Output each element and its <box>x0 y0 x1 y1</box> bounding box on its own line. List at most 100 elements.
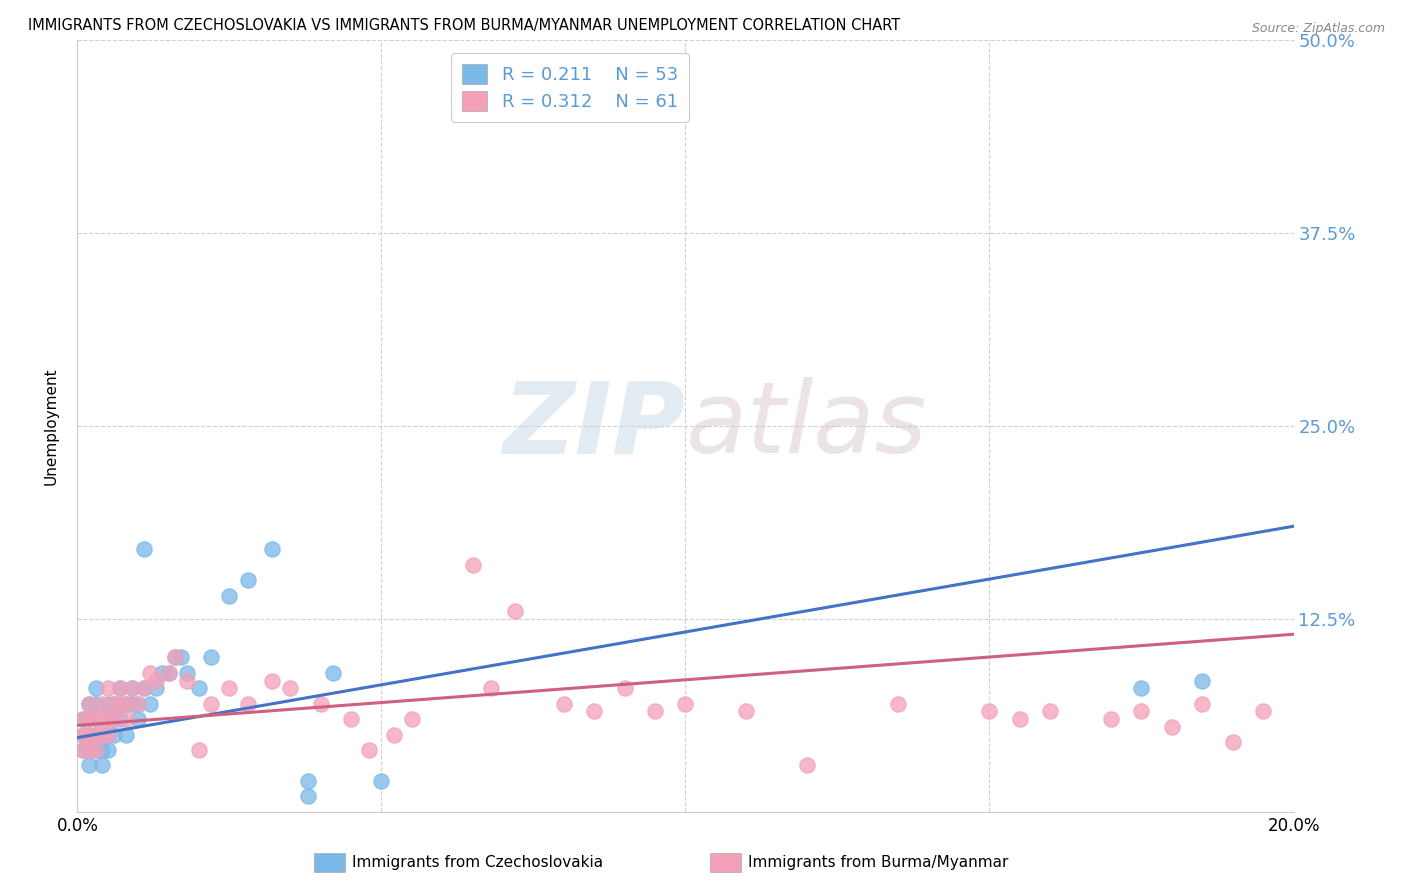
Point <box>1039 705 1062 719</box>
Point <box>644 705 666 719</box>
Point <box>84 712 107 726</box>
Point <box>97 697 120 711</box>
Point <box>188 743 211 757</box>
Point <box>127 712 149 726</box>
Point <box>115 697 138 711</box>
Point <box>108 712 131 726</box>
Point <box>1161 720 1184 734</box>
Point <box>121 681 143 696</box>
Point <box>176 665 198 680</box>
Point <box>79 743 101 757</box>
Point <box>887 697 910 711</box>
Point <box>84 728 107 742</box>
Point <box>461 558 484 572</box>
Point <box>218 589 240 603</box>
Point <box>260 673 283 688</box>
Point <box>79 728 101 742</box>
Point <box>297 789 319 804</box>
Point <box>176 673 198 688</box>
Point <box>84 681 107 696</box>
Legend: R = 0.211    N = 53, R = 0.312    N = 61: R = 0.211 N = 53, R = 0.312 N = 61 <box>451 53 689 121</box>
Point <box>1191 673 1213 688</box>
Point <box>1191 697 1213 711</box>
Point <box>382 728 405 742</box>
Text: Immigrants from Czechoslovakia: Immigrants from Czechoslovakia <box>353 855 603 870</box>
Point <box>157 665 180 680</box>
Point <box>84 712 107 726</box>
Point <box>145 673 167 688</box>
Point <box>97 743 120 757</box>
Point <box>613 681 636 696</box>
Point <box>200 697 222 711</box>
Point <box>1099 712 1122 726</box>
Point <box>218 681 240 696</box>
Point <box>90 743 112 757</box>
Point <box>84 743 107 757</box>
Point <box>583 705 606 719</box>
Point <box>157 665 180 680</box>
Point <box>134 542 156 557</box>
Point <box>103 697 125 711</box>
Text: ZIP: ZIP <box>502 377 686 475</box>
Point <box>90 712 112 726</box>
Point <box>121 697 143 711</box>
Point <box>90 728 112 742</box>
Point <box>103 712 125 726</box>
Point <box>84 697 107 711</box>
Point <box>108 697 131 711</box>
Point <box>97 728 120 742</box>
Point <box>79 728 101 742</box>
Point <box>134 681 156 696</box>
Point <box>97 712 120 726</box>
Point <box>72 728 94 742</box>
Point <box>188 681 211 696</box>
Point <box>401 712 423 726</box>
Point <box>90 728 112 742</box>
Point <box>236 574 259 588</box>
Point <box>278 681 301 696</box>
Point <box>309 697 332 711</box>
Point <box>340 712 363 726</box>
Point <box>1222 735 1244 749</box>
Point <box>108 697 131 711</box>
Point <box>236 697 259 711</box>
Point <box>1130 681 1153 696</box>
Point <box>90 758 112 772</box>
Point <box>163 650 186 665</box>
Point <box>163 650 186 665</box>
Point <box>79 743 101 757</box>
Point <box>553 697 575 711</box>
Point <box>72 743 94 757</box>
Point <box>297 773 319 788</box>
Point <box>200 650 222 665</box>
Point <box>90 697 112 711</box>
Point <box>479 681 502 696</box>
Point <box>1251 705 1274 719</box>
Point <box>152 665 174 680</box>
Point <box>97 728 120 742</box>
Point <box>108 681 131 696</box>
Text: Immigrants from Burma/Myanmar: Immigrants from Burma/Myanmar <box>748 855 1008 870</box>
Point <box>108 681 131 696</box>
Point <box>115 697 138 711</box>
Point <box>796 758 818 772</box>
Point <box>127 697 149 711</box>
Point <box>322 665 344 680</box>
Point <box>79 712 101 726</box>
Point <box>84 728 107 742</box>
Point <box>79 712 101 726</box>
Point <box>675 697 697 711</box>
Point <box>503 604 526 618</box>
Point <box>260 542 283 557</box>
Point <box>170 650 193 665</box>
Point <box>97 712 120 726</box>
Point <box>134 681 156 696</box>
Point <box>735 705 758 719</box>
Point <box>79 758 101 772</box>
Point <box>79 697 101 711</box>
Point <box>103 697 125 711</box>
Point <box>97 681 120 696</box>
Point <box>115 728 138 742</box>
Point <box>145 681 167 696</box>
Y-axis label: Unemployment: Unemployment <box>44 368 59 484</box>
